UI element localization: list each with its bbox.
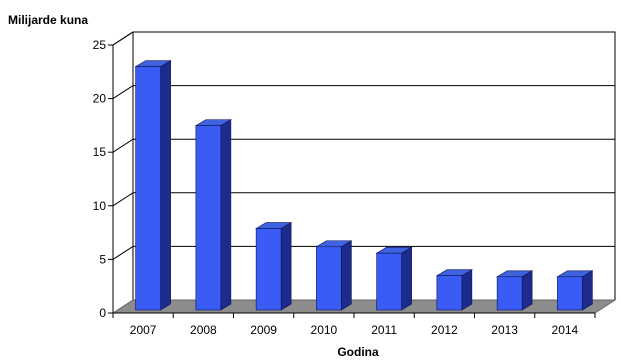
gridline [112,245,615,260]
bar-2007 [134,60,172,311]
chart-walls [112,31,616,313]
bar-side [401,246,412,311]
x-tick-label: 2011 [371,323,397,337]
gridline [112,85,615,100]
bar-side [582,270,593,311]
bar [496,276,523,311]
bar-2010 [315,240,353,311]
bar-side [341,240,352,311]
bar [135,66,161,311]
bars [134,60,594,311]
x-tick-label: 2009 [250,323,277,337]
bar [255,228,282,311]
gridline [112,138,615,153]
bar-2009 [255,221,293,311]
y-tick-label: 20 [93,92,107,106]
x-axis-ticks: 2007 2008 2009 2010 2011 2012 2013 2014 [112,313,596,337]
gridline [112,192,615,207]
y-tick-label: 0 [99,306,106,320]
bar [436,275,463,311]
bar [376,252,402,311]
x-tick-label: 2014 [552,323,579,337]
bar-2011 [375,246,413,311]
x-tick-label: 2007 [130,323,157,337]
chart-floor [111,299,617,314]
x-tick-label: 2008 [190,323,217,337]
x-tick-label: 2012 [431,323,458,337]
bar-side [160,60,171,311]
bar-2012 [435,269,473,311]
y-tick-label: 25 [93,38,107,52]
bar [316,246,342,311]
y-tick-label: 15 [93,145,107,159]
y-tick-label: 5 [99,252,106,266]
bar [557,276,583,311]
chart-wall-outline [112,31,616,313]
bar-side [461,269,473,311]
bar [195,125,222,311]
floor-plane [111,299,617,314]
bar-side [521,270,533,311]
y-axis-ticks: 0 5 10 15 20 25 [93,38,113,320]
bar-2014 [556,270,594,311]
gridline [112,31,615,46]
x-tick-label: 2010 [311,323,338,337]
bar-side [220,119,232,311]
gridlines [112,31,615,260]
bar-2008 [194,119,232,311]
x-axis-title: Godina [337,345,379,359]
bar-side [280,221,292,311]
y-tick-label: 10 [93,199,107,213]
y-axis-title: Milijarde kuna [8,13,88,27]
x-tick-label: 2013 [491,323,518,337]
bar-2013 [496,270,534,311]
